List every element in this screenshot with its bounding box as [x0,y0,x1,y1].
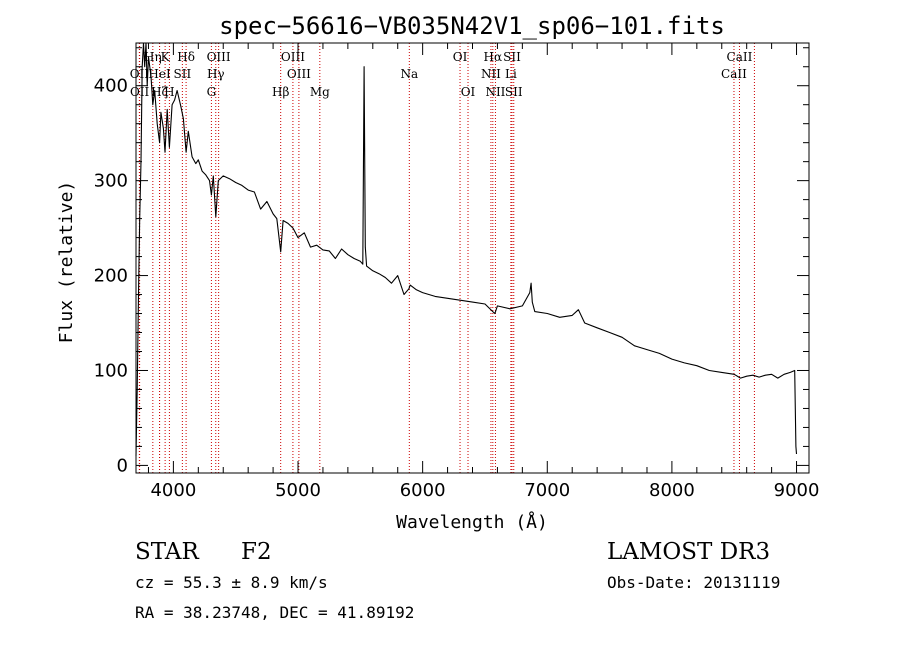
survey-name: LAMOST DR3 [607,539,771,565]
spectral-line-label: Hδ [177,50,195,64]
spectral-line-label: SII [174,67,192,81]
spectral-line-label: OI [453,50,468,64]
y-tick-label: 100 [94,360,128,381]
x-tick-label: 4000 [150,480,196,501]
spectral-line-markers [138,43,755,473]
spectral-line-label: SII [503,50,521,64]
spectral-line-label: CaII [721,67,747,81]
obs-date: Obs-Date: 20131119 [607,573,781,592]
spectral-line-label: OI [461,85,476,99]
spectral-line-label: G [207,85,217,99]
x-tick-label: 9000 [774,480,820,501]
spectral-line-label: OII [130,67,150,81]
object-subclass: F2 [241,539,272,565]
spectral-line-label: NII [481,67,501,81]
coordinates-text: RA = 38.23748, DEC = 41.89192 [135,603,415,622]
y-axis-label: Flux (relative) [56,181,77,344]
chart-title: spec−56616−VB035N42V1_sp06−101.fits [219,12,725,40]
x-tick-label: 7000 [524,480,570,501]
spectral-line-label: OIII [281,50,305,64]
spectral-line-label: Hβ [272,85,289,99]
spectral-line-label: OII [130,85,150,99]
y-tick-label: 400 [94,76,128,97]
spectral-line-label: Na [400,67,418,81]
redshift-text: cz = 55.3 ± 8.9 km/s [135,573,328,592]
x-tick-label: 6000 [400,480,446,501]
x-tick-label: 8000 [649,480,695,501]
spectral-line-label: Hγ [207,67,225,81]
spectral-line-label: OIII [287,67,311,81]
spectral-line-label: OIII [207,50,231,64]
spectral-line-label: HeI [148,67,171,81]
x-axis: 4000 5000 6000 7000 8000 9000 [147,43,820,501]
plot-frame [135,42,810,474]
spectral-line-label: Li [505,67,517,81]
y-tick-label: 200 [94,266,128,287]
spectral-line-label: SII [505,85,523,99]
object-class: STAR [135,539,199,565]
spectral-line-label: Mg [310,85,330,99]
spectral-line-label: K [161,50,171,64]
y-tick-label: 300 [94,171,128,192]
y-tick-label: 0 [117,455,128,476]
spectrum-series [135,42,798,456]
y-axis: 0 100 200 300 400 [94,47,809,476]
spectral-line-label: CaII [727,50,753,64]
spectral-line-label: H [164,85,174,99]
x-tick-label: 5000 [275,480,321,501]
spectral-line-label: CaII [741,0,767,3]
spectral-line-label: NII [485,85,505,99]
spectral-line-label: Hα [484,50,503,64]
x-axis-label: Wavelength (Å) [396,511,548,533]
spectrum-line [135,42,798,456]
